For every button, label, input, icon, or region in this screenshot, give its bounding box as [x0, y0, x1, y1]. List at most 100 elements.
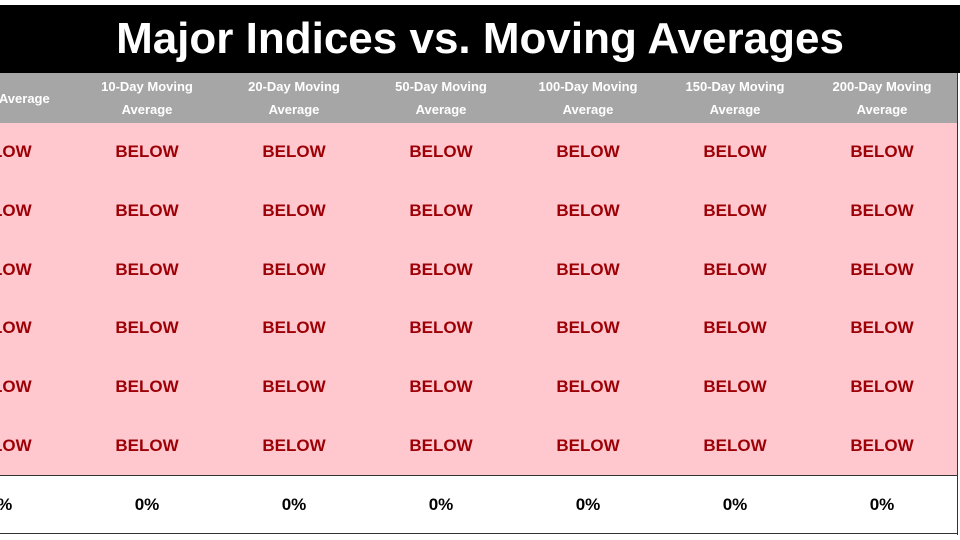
status-cell-text: BELOW: [556, 142, 620, 162]
status-cell-text: BELOW: [556, 259, 620, 279]
status-cell: BELOW: [662, 358, 809, 417]
total-cell-text: 0%: [0, 495, 12, 515]
status-cell-text: BELOW: [262, 200, 326, 220]
status-cell: BELOW: [368, 299, 515, 358]
status-cell-text: BELOW: [703, 142, 767, 162]
column-header-text: 20-Day Moving Average: [248, 79, 340, 117]
status-cell: BELOW: [368, 358, 515, 417]
status-cell: BELOW: [221, 299, 368, 358]
status-cell: BELOW: [662, 123, 809, 182]
total-cell: 0%: [809, 476, 956, 534]
status-cell-text: BELOW: [115, 377, 179, 396]
status-cell-text: BELOW: [850, 377, 914, 396]
column-header: 10-Day Moving Average: [74, 73, 221, 123]
status-cell: BELOW: [74, 123, 221, 182]
column-header-text: 50-Day Moving Average: [395, 79, 487, 117]
status-cell: BELOW: [368, 123, 515, 182]
status-cell-text: BELOW: [262, 142, 326, 162]
status-cell-text: BELOW: [703, 259, 767, 279]
status-cell: BELOW: [74, 416, 221, 475]
status-cell-text: BELOW: [262, 377, 326, 396]
total-cell: 0%: [221, 476, 368, 534]
status-cell-text: BELOW: [0, 318, 32, 338]
title-bar: Major Indices vs. Moving Averages: [0, 5, 960, 73]
status-cell-text: BELOW: [115, 142, 179, 162]
title: Major Indices vs. Moving Averages: [116, 14, 844, 63]
status-cell: BELOW: [515, 240, 662, 299]
divider: [0, 475, 957, 476]
column-border: [957, 73, 958, 535]
status-cell: BELOW: [221, 240, 368, 299]
status-cell: BELOW: [515, 299, 662, 358]
total-cell-text: 0%: [428, 495, 454, 514]
status-cell-text: BELOW: [115, 318, 179, 338]
total-cell-text: 0%: [722, 495, 748, 514]
status-cell: BELOW: [0, 240, 74, 299]
status-cell: BELOW: [662, 240, 809, 299]
status-cell: BELOW: [368, 240, 515, 299]
status-cell-text: BELOW: [0, 259, 32, 279]
total-cell-text: 0%: [575, 495, 601, 514]
status-cell-text: BELOW: [703, 200, 767, 220]
column-header-text: 10-Day Moving Average: [101, 79, 193, 117]
status-cell: BELOW: [0, 182, 74, 241]
total-cell: 0%: [74, 476, 221, 534]
status-cell: BELOW: [809, 182, 956, 241]
column-header: 200-Day Moving Average: [809, 73, 956, 123]
status-cell: BELOW: [809, 123, 956, 182]
total-cell: 0%: [515, 476, 662, 534]
status-cell: BELOW: [809, 299, 956, 358]
status-cell-text: BELOW: [850, 318, 914, 338]
status-cell: BELOW: [515, 182, 662, 241]
status-cell-text: BELOW: [703, 377, 767, 396]
status-cell-text: BELOW: [850, 259, 914, 279]
total-cell: 0%: [0, 476, 74, 534]
total-cell-text: 0%: [869, 495, 895, 514]
column-header: 50-Day Moving Average: [368, 73, 515, 123]
status-cell: BELOW: [221, 358, 368, 417]
status-cell-text: BELOW: [703, 318, 767, 338]
status-cell-text: BELOW: [556, 377, 620, 396]
status-cell-text: BELOW: [850, 142, 914, 162]
column-header-text: 100-Day Moving Average: [538, 79, 638, 117]
status-cell-text: BELOW: [262, 259, 326, 279]
status-cell: BELOW: [221, 182, 368, 241]
column-header: 20-Day Moving Average: [221, 73, 368, 123]
status-cell: BELOW: [368, 182, 515, 241]
status-cell: BELOW: [809, 240, 956, 299]
status-cell: BELOW: [74, 240, 221, 299]
status-cell: BELOW: [809, 416, 956, 475]
status-cell-text: BELOW: [556, 435, 620, 455]
status-cell: BELOW: [0, 123, 74, 182]
status-cell-text: BELOW: [409, 435, 473, 455]
status-cell: BELOW: [368, 416, 515, 475]
status-cell: BELOW: [515, 123, 662, 182]
status-cell: BELOW: [662, 416, 809, 475]
status-cell-text: BELOW: [703, 435, 767, 455]
status-cell: BELOW: [809, 358, 956, 417]
status-cell: BELOW: [0, 299, 74, 358]
status-cell-text: BELOW: [115, 435, 179, 455]
divider: [0, 533, 957, 534]
status-cell-text: BELOW: [556, 200, 620, 220]
status-cell-text: BELOW: [0, 200, 32, 220]
column-header-text: 200-Day Moving Average: [832, 79, 932, 117]
column-header: 100-Day Moving Average: [515, 73, 662, 123]
status-cell: BELOW: [0, 358, 74, 417]
status-cell: BELOW: [662, 299, 809, 358]
status-cell: BELOW: [221, 416, 368, 475]
status-cell: BELOW: [74, 299, 221, 358]
status-cell-text: BELOW: [409, 377, 473, 396]
status-cell: BELOW: [0, 416, 74, 475]
status-cell-text: BELOW: [409, 259, 473, 279]
status-cell-text: BELOW: [409, 318, 473, 338]
status-cell-text: BELOW: [0, 377, 32, 396]
status-cell: BELOW: [221, 123, 368, 182]
status-cell-text: BELOW: [850, 435, 914, 455]
column-header: 150-Day Moving Average: [662, 73, 809, 123]
status-cell-text: BELOW: [115, 259, 179, 279]
status-cell: BELOW: [515, 358, 662, 417]
total-cell: 0%: [662, 476, 809, 534]
body-band: [0, 123, 957, 475]
